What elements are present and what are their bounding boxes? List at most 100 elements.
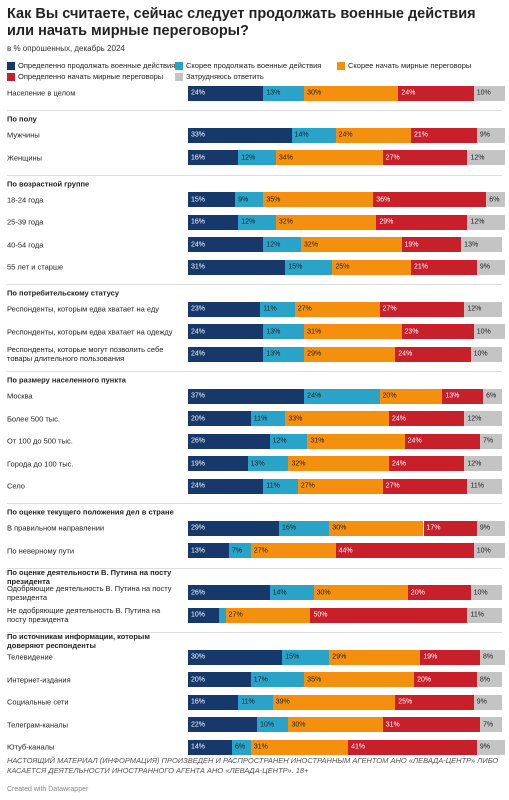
value-label: 8% bbox=[483, 653, 494, 661]
value-label: 26% bbox=[191, 437, 206, 445]
value-label: 32% bbox=[304, 241, 319, 248]
value-label: 10% bbox=[191, 611, 206, 619]
value-label: 35% bbox=[266, 196, 281, 203]
group-header: По возрастной группе bbox=[7, 179, 90, 188]
bar-segment bbox=[467, 607, 502, 623]
value-label: 31% bbox=[191, 263, 206, 271]
bar-segment bbox=[480, 649, 506, 665]
value-label: 17% bbox=[253, 676, 268, 683]
bar-segment bbox=[188, 456, 248, 471]
value-label: 11% bbox=[470, 482, 484, 490]
value-label: 29% bbox=[332, 653, 347, 661]
value-label: 32% bbox=[291, 460, 306, 467]
bar-segment bbox=[238, 694, 273, 710]
legend-swatch bbox=[175, 62, 183, 70]
bar-segment bbox=[395, 346, 471, 362]
value-label: 31% bbox=[307, 328, 322, 335]
bar-segment bbox=[467, 478, 502, 494]
bar-segment bbox=[467, 214, 506, 230]
value-label: 31% bbox=[385, 721, 400, 728]
row-label: Женщины bbox=[7, 153, 43, 162]
bar-segment bbox=[282, 649, 330, 665]
bar-segment bbox=[401, 237, 462, 252]
bar-segment bbox=[188, 739, 232, 755]
bar-segment bbox=[263, 346, 305, 362]
bar-segment bbox=[388, 456, 465, 471]
value-label: 13% bbox=[191, 547, 206, 554]
bar-segment bbox=[470, 585, 502, 600]
value-label: 29% bbox=[379, 218, 394, 226]
group-header: По оценке текущего положения дел в стран… bbox=[7, 507, 174, 517]
bar-segment bbox=[414, 672, 477, 687]
bar-segment bbox=[476, 259, 506, 275]
value-label: 30% bbox=[291, 721, 306, 728]
bar-segment bbox=[464, 411, 502, 426]
separator bbox=[7, 371, 502, 372]
note: НАСТОЯЩИЙ МАТЕРИАЛ (ИНФОРМАЦИЯ) ПРОИЗВЕД… bbox=[7, 756, 499, 775]
row-label: Население в целом bbox=[7, 88, 76, 98]
row-label: Не одобряющие деятельность В. Путина на … bbox=[7, 606, 161, 624]
bar-segment bbox=[288, 456, 389, 471]
bar-segment bbox=[188, 607, 220, 623]
value-label: 20% bbox=[410, 589, 425, 596]
value-label: 24% bbox=[191, 350, 206, 358]
bar-segment bbox=[188, 324, 264, 339]
bar-segment bbox=[376, 214, 468, 230]
row-label: Интернет-издания bbox=[7, 675, 71, 684]
bar-segment bbox=[473, 694, 502, 710]
value-label: 7% bbox=[483, 437, 494, 445]
legend-label: Определенно продолжать военные действия bbox=[18, 61, 176, 70]
bar-segment bbox=[238, 214, 276, 230]
value-label: 9% bbox=[479, 263, 490, 271]
bar-segment bbox=[379, 388, 443, 404]
row-label: Респонденты, которые могут позволить себ… bbox=[7, 345, 164, 363]
value-label: 13% bbox=[445, 392, 460, 400]
value-label: 11% bbox=[470, 611, 484, 619]
value-label: 12% bbox=[241, 154, 256, 161]
value-label: 6% bbox=[486, 392, 497, 400]
bar-segment bbox=[304, 85, 399, 101]
value-label: 19% bbox=[423, 653, 438, 661]
bar-segment bbox=[285, 259, 333, 275]
bar-segment bbox=[263, 192, 374, 207]
bar-segment bbox=[410, 127, 477, 143]
bar-segment bbox=[420, 649, 481, 665]
value-label: 15% bbox=[191, 196, 206, 203]
value-label: 12% bbox=[266, 241, 281, 248]
bar-segment bbox=[188, 433, 270, 449]
group-header: По потребительскому статусу bbox=[7, 288, 119, 298]
value-label: 15% bbox=[285, 653, 300, 661]
bar-segment bbox=[335, 127, 411, 143]
bar-segment bbox=[467, 150, 506, 165]
value-label: 10% bbox=[476, 89, 491, 97]
bar-segment bbox=[294, 301, 380, 317]
bar-segment bbox=[404, 433, 481, 449]
value-label: 24% bbox=[191, 328, 206, 335]
bar-segment bbox=[398, 85, 474, 101]
chart-title: Как Вы считаете, сейчас следует продолжа… bbox=[7, 6, 476, 39]
bar-segment bbox=[476, 520, 506, 536]
value-label: 21% bbox=[413, 131, 428, 139]
bar-segment bbox=[382, 150, 468, 165]
group-header: По оценке деятельности В. Путина на пост… bbox=[7, 567, 172, 586]
value-label: 24% bbox=[307, 392, 322, 400]
bar-segment bbox=[263, 324, 305, 339]
bar-segment bbox=[348, 739, 477, 755]
bar-segment bbox=[304, 672, 415, 687]
value-label: 19% bbox=[191, 460, 206, 467]
value-label: 27% bbox=[382, 305, 397, 313]
value-label: 25% bbox=[335, 263, 350, 271]
row-label: Социальные сети bbox=[7, 697, 69, 707]
bar-segment bbox=[188, 301, 261, 317]
value-label: 21% bbox=[413, 263, 428, 271]
value-label: 33% bbox=[288, 415, 303, 422]
bar-segment bbox=[382, 717, 480, 732]
value-label: 30% bbox=[191, 653, 206, 661]
bar-segment bbox=[188, 543, 229, 558]
bar-segment bbox=[272, 694, 396, 710]
row-label: 18-24 года bbox=[7, 195, 44, 204]
value-label: 27% bbox=[253, 547, 268, 554]
value-label: 9% bbox=[476, 698, 487, 706]
value-label: 12% bbox=[467, 415, 482, 422]
